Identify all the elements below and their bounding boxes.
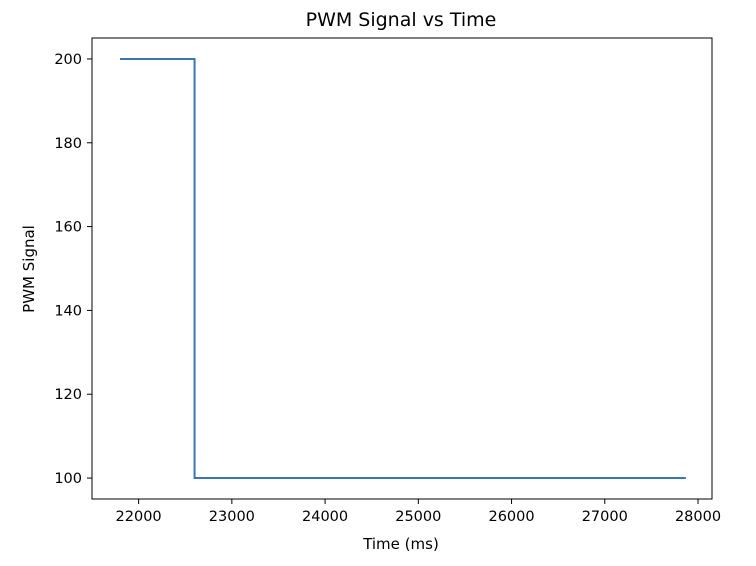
plot-series — [119, 57, 686, 480]
plot-frame — [91, 37, 713, 500]
x-axis-label: Time (ms) — [362, 535, 439, 553]
y-tick-label: 160 — [54, 220, 82, 236]
y-tick-label: 100 — [54, 471, 82, 487]
y-tick-label: 120 — [54, 387, 82, 403]
y-tick-label: 180 — [54, 136, 82, 152]
x-tick-label: 23000 — [209, 509, 255, 525]
y-tick-label: 140 — [54, 303, 82, 319]
y-axis-label: PWM Signal — [20, 225, 38, 313]
y-tick-label: 200 — [54, 52, 82, 68]
series-line-0 — [119, 57, 686, 480]
x-tick-label: 25000 — [395, 509, 441, 525]
x-tick-label: 22000 — [116, 509, 162, 525]
x-tick-label: 24000 — [302, 509, 348, 525]
x-tick-label: 26000 — [488, 509, 534, 525]
x-tick-label: 28000 — [675, 509, 721, 525]
chart-title: PWM Signal vs Time — [306, 9, 497, 31]
y-axis-ticks: 100 120 140 160 180 200 — [54, 52, 92, 487]
x-tick-label: 27000 — [582, 509, 628, 525]
x-axis-ticks: 22000 23000 24000 25000 26000 27000 28000 — [116, 499, 721, 525]
